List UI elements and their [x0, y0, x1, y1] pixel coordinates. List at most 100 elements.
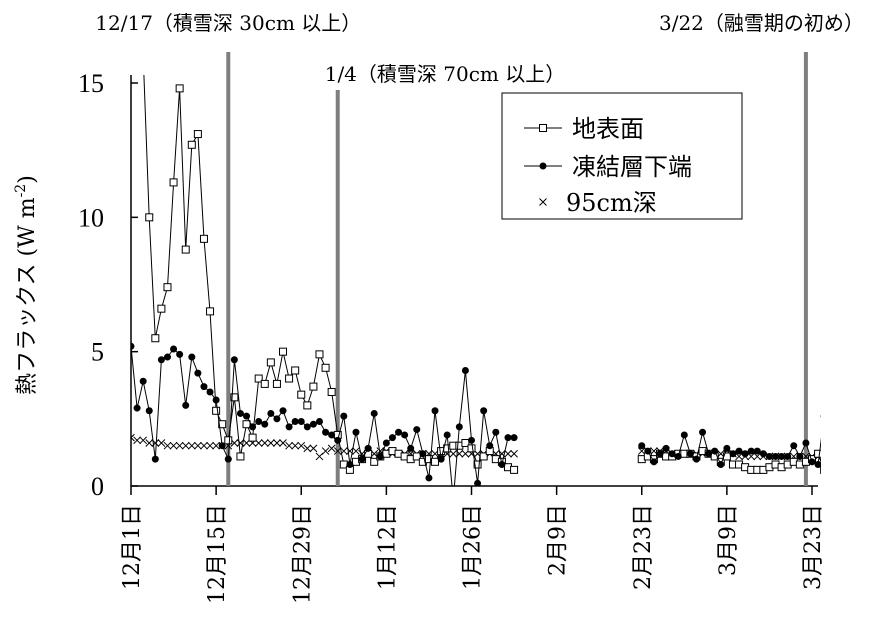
data-point-circle — [315, 418, 323, 426]
data-point-square — [212, 406, 221, 415]
data-point-cross — [266, 439, 275, 447]
data-point-circle — [839, 469, 846, 476]
data-point-circle — [753, 447, 761, 455]
data-point-square — [297, 390, 306, 399]
data-point-circle — [504, 434, 512, 442]
y-tick-label: 15 — [78, 69, 104, 98]
data-point-cross — [194, 441, 202, 450]
data-point-square — [181, 245, 190, 254]
data-point-circle — [131, 342, 135, 350]
data-point-circle — [249, 423, 257, 431]
data-point-cross — [279, 439, 287, 447]
data-point-cross — [747, 452, 756, 461]
x-tick-label: 1月12日 — [375, 504, 400, 590]
data-point-circle — [328, 431, 336, 439]
data-point-square — [303, 401, 312, 410]
data-point-square — [309, 382, 318, 391]
x-tick-label: 12月15日 — [205, 504, 230, 604]
data-point-circle — [468, 436, 475, 444]
data-point-circle — [480, 407, 488, 415]
data-point-circle — [322, 428, 330, 436]
data-point-circle — [145, 407, 153, 415]
data-point-cross — [145, 439, 154, 447]
data-point-square — [467, 444, 476, 453]
data-point-cross — [169, 441, 178, 450]
data-point-circle — [656, 450, 664, 458]
data-point-circle — [334, 436, 342, 444]
data-point-circle — [157, 356, 165, 364]
data-point-square — [145, 213, 154, 222]
data-point-cross — [163, 441, 172, 450]
data-point-circle — [443, 431, 451, 439]
data-point-square — [224, 436, 233, 445]
data-point-circle — [705, 450, 713, 458]
data-point-circle — [194, 369, 202, 377]
data-point-circle — [638, 442, 646, 450]
data-point-circle — [133, 404, 141, 412]
data-point-circle — [820, 414, 821, 418]
data-point-circle — [297, 418, 305, 426]
data-point-circle — [139, 377, 147, 385]
data-point-circle — [236, 409, 244, 417]
data-point-cross — [157, 439, 166, 447]
x-tick-label: 12月29日 — [290, 504, 315, 604]
data-point-circle — [735, 447, 743, 455]
data-point-circle — [425, 474, 433, 482]
data-point-square — [236, 452, 245, 461]
data-point-square — [266, 358, 275, 367]
data-point-circle — [431, 407, 439, 415]
data-point-circle — [358, 455, 366, 463]
data-point-circle — [784, 452, 792, 460]
data-point-circle — [662, 444, 670, 452]
data-point-cross — [285, 441, 293, 450]
data-point-circle — [364, 444, 372, 452]
y-axis-label-superscript: -2 — [13, 184, 29, 198]
data-point-square — [242, 420, 251, 429]
data-point-circle — [303, 423, 311, 431]
data-point-square — [169, 178, 178, 187]
data-point-circle — [772, 452, 780, 460]
data-point-cross — [321, 447, 330, 455]
series-line — [131, 346, 515, 486]
data-point-circle — [255, 418, 263, 426]
data-point-cross — [863, 453, 870, 460]
data-point-circle — [827, 474, 834, 481]
data-point-square — [820, 465, 821, 474]
data-point-cross — [827, 453, 834, 460]
data-point-circle — [395, 428, 403, 436]
data-point-circle — [474, 479, 482, 486]
data-point-circle — [510, 434, 518, 442]
data-point-circle — [808, 458, 816, 466]
data-point-circle — [340, 412, 348, 420]
data-point-cross — [273, 439, 281, 447]
data-point-square — [461, 439, 470, 448]
data-point-circle — [407, 444, 415, 452]
data-point-cross — [187, 441, 196, 450]
data-point-circle — [686, 450, 694, 458]
data-point-circle — [151, 455, 159, 463]
data-point-cross — [133, 436, 141, 445]
data-point-square — [321, 363, 330, 372]
data-point-cross — [291, 441, 300, 450]
data-point-cross — [200, 441, 208, 450]
data-point-cross — [504, 449, 512, 458]
data-point-square — [827, 472, 834, 479]
data-point-square — [128, 53, 135, 60]
data-point-cross — [735, 452, 743, 461]
data-point-square — [315, 350, 324, 359]
y-tick-label: 0 — [91, 472, 104, 501]
data-point-circle — [346, 461, 354, 469]
data-point-circle — [437, 455, 445, 463]
data-point-circle — [413, 426, 421, 434]
data-point-cross — [303, 444, 312, 453]
data-point-square — [370, 457, 379, 466]
data-point-cross — [309, 444, 318, 453]
data-point-circle — [352, 428, 360, 436]
data-point-square — [260, 379, 269, 388]
data-point-circle — [674, 452, 682, 460]
data-point-square — [230, 393, 239, 402]
data-point-cross — [539, 198, 547, 206]
data-point-circle — [206, 388, 214, 396]
data-point-circle — [778, 452, 786, 460]
